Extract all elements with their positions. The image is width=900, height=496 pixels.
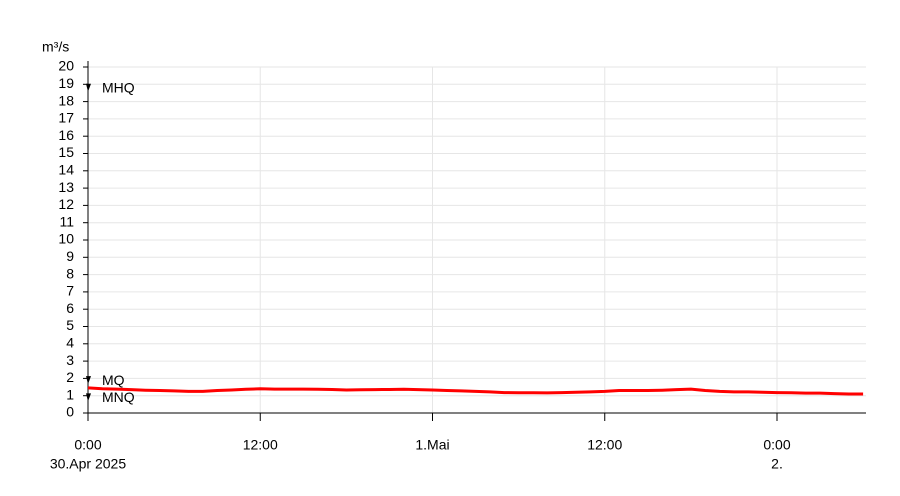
- y-tick-label: 6: [66, 300, 74, 316]
- y-tick-label: 5: [66, 317, 74, 333]
- marker-triangle: [86, 83, 91, 92]
- y-tick-label: 1: [66, 386, 74, 402]
- x-date-label: 2.: [771, 456, 783, 472]
- x-tick-label: 0:00: [763, 437, 790, 453]
- y-tick-label: 7: [66, 283, 74, 299]
- y-tick-label: 14: [58, 162, 74, 178]
- y-tick-label: 17: [58, 110, 74, 126]
- x-date-label: 30.Apr 2025: [50, 456, 126, 472]
- y-axis-label: m³/s: [42, 39, 69, 55]
- y-tick-label: 15: [58, 144, 74, 160]
- y-tick-label: 2: [66, 369, 74, 385]
- y-tick-label: 3: [66, 352, 74, 368]
- marker-label: MHQ: [102, 79, 135, 95]
- x-tick-label: 1.Mai: [415, 437, 449, 453]
- marker-label: MQ: [102, 372, 125, 388]
- x-tick-label: 0:00: [74, 437, 101, 453]
- y-tick-label: 11: [59, 213, 74, 229]
- y-tick-label: 8: [66, 265, 74, 281]
- y-tick-label: 10: [58, 231, 74, 247]
- y-tick-label: 19: [58, 75, 74, 91]
- y-tick-label: 13: [58, 179, 74, 195]
- marker-label: MNQ: [102, 389, 135, 405]
- marker-triangle: [86, 393, 91, 402]
- x-tick-label: 12:00: [587, 437, 622, 453]
- y-tick-label: 12: [58, 196, 74, 212]
- y-tick-label: 18: [58, 92, 74, 108]
- marker-triangle: [86, 376, 91, 385]
- y-tick-label: 9: [66, 248, 74, 264]
- y-tick-label: 16: [58, 127, 74, 143]
- y-tick-label: 20: [58, 58, 74, 74]
- y-tick-label: 4: [66, 335, 74, 351]
- y-tick-label: 0: [66, 404, 74, 420]
- x-tick-label: 12:00: [243, 437, 278, 453]
- series-line: [87, 386, 864, 396]
